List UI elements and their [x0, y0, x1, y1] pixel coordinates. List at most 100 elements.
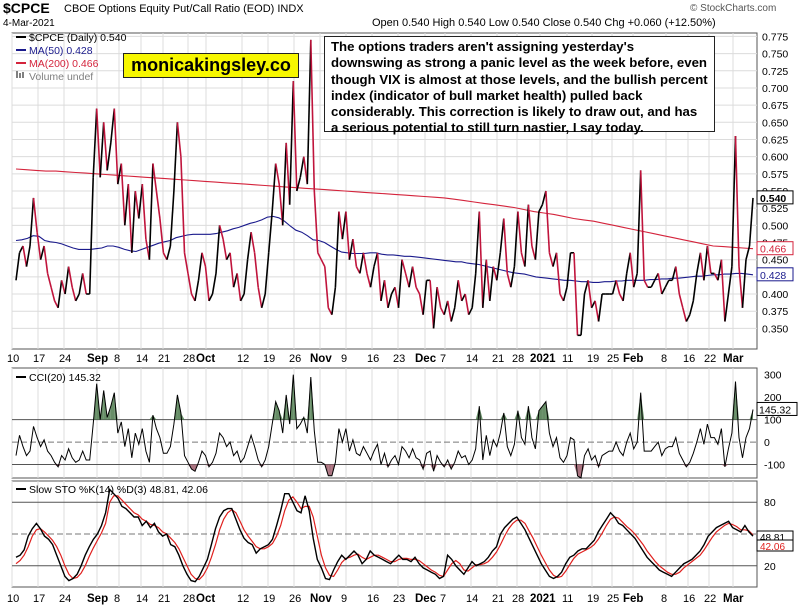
price-segment [113, 108, 119, 185]
date-tick-label: 12 [237, 353, 249, 365]
price-legend-label: MA(50) 0.428 [29, 45, 93, 57]
stoch-d-line [15, 495, 754, 581]
price-segment [362, 252, 368, 274]
date-tick-label-bottom: Sep [87, 593, 108, 605]
date-tick-label: 25 [607, 353, 619, 365]
price-segment [678, 293, 684, 308]
price-segment [166, 245, 172, 260]
price-segment [110, 108, 116, 143]
price-segment [162, 252, 168, 261]
price-segment [32, 197, 38, 233]
price-segment [661, 286, 667, 295]
price-segment [517, 211, 523, 253]
date-tick-label-bottom: 23 [393, 593, 405, 605]
price-segment [643, 279, 649, 288]
cci-fill [282, 394, 287, 420]
price-segment [148, 163, 154, 260]
price-segment [215, 225, 221, 274]
price-segment [46, 273, 52, 288]
price-segment [625, 252, 631, 274]
price-segment [334, 211, 340, 288]
cci-ytick-label: -100 [764, 460, 785, 472]
price-segment [22, 245, 28, 267]
price-segment [292, 81, 298, 192]
price-segment [25, 245, 31, 267]
price-segment [331, 287, 337, 315]
price-segment [246, 232, 252, 260]
price-segment [622, 273, 628, 302]
price-segment [306, 39, 312, 185]
date-tick-label-bottom: 28 [512, 593, 524, 605]
date-tick-label: 21 [158, 353, 170, 365]
price-segment [267, 211, 273, 253]
date-tick-label: 21 [492, 353, 504, 365]
price-segment [236, 273, 242, 302]
date-tick-label: 16 [367, 353, 379, 365]
price-segment [264, 252, 270, 295]
date-tick-label: 16 [683, 353, 695, 365]
stoch-last-value-label: 48.81 [760, 533, 785, 544]
date-tick-label: 14 [466, 353, 478, 365]
date-tick-label: 7 [440, 353, 446, 365]
date-tick-label: 11 [562, 353, 573, 365]
date-tick-label-bottom: 26 [289, 593, 301, 605]
cci-fill [581, 464, 585, 478]
price-segment [443, 300, 449, 315]
price-segment [632, 273, 638, 288]
price-segment [741, 259, 747, 308]
date-tick-label-bottom: 25 [607, 593, 619, 605]
price-segment [222, 238, 228, 260]
price-ytick-label: 0.400 [762, 289, 788, 301]
price-segment [180, 156, 186, 253]
cci-ytick-label: 300 [764, 370, 782, 382]
price-segment [271, 163, 277, 212]
date-tick-label: Dec [415, 353, 437, 365]
date-tick-label: 17 [33, 353, 45, 365]
price-segment [464, 293, 470, 315]
price-segment [296, 177, 302, 192]
date-tick-label: 19 [587, 353, 599, 365]
price-segment [274, 163, 280, 185]
price-segment [352, 238, 358, 267]
date-tick-label: Oct [196, 353, 215, 365]
price-segment [250, 232, 256, 253]
price-segment [260, 293, 266, 308]
cci-fill [735, 381, 739, 420]
date-tick-label-bottom: 2021 [530, 593, 556, 605]
price-segment [285, 142, 291, 205]
date-tick-label-bottom: 17 [33, 593, 45, 605]
price-segment [471, 273, 477, 308]
date-tick-label-bottom: 16 [367, 593, 379, 605]
price-segment [422, 280, 428, 315]
price-last-value-label: 0.428 [760, 270, 786, 282]
price-segment [317, 252, 323, 261]
price-segment [489, 266, 495, 301]
price-segment [527, 204, 533, 247]
price-segment [545, 190, 551, 253]
price-ytick-label: 0.500 [762, 220, 788, 232]
price-segment [74, 293, 80, 302]
ma50-line [15, 215, 754, 283]
price-segment [394, 287, 400, 308]
price-segment [383, 280, 389, 308]
price-ytick-label: 0.375 [762, 306, 788, 318]
price-segment [124, 184, 130, 226]
price-segment [257, 287, 263, 308]
price-segment [155, 190, 161, 219]
price-ytick-label: 0.675 [762, 100, 788, 112]
price-segment [345, 211, 351, 260]
date-tick-label-bottom: 22 [704, 593, 716, 605]
price-segment [348, 238, 354, 260]
price-segment [281, 142, 287, 226]
price-segment [232, 273, 238, 288]
price-segment [506, 273, 512, 288]
price-segment [478, 211, 484, 308]
price-ytick-label: 0.575 [762, 169, 788, 181]
price-legend-label: $CPCE (Daily) 0.540 [29, 32, 127, 44]
price-segment [474, 211, 481, 274]
price-segment [239, 293, 245, 302]
price-segment [538, 204, 544, 212]
price-segment [64, 266, 70, 295]
price-segment [675, 266, 681, 295]
price-segment [446, 300, 452, 322]
